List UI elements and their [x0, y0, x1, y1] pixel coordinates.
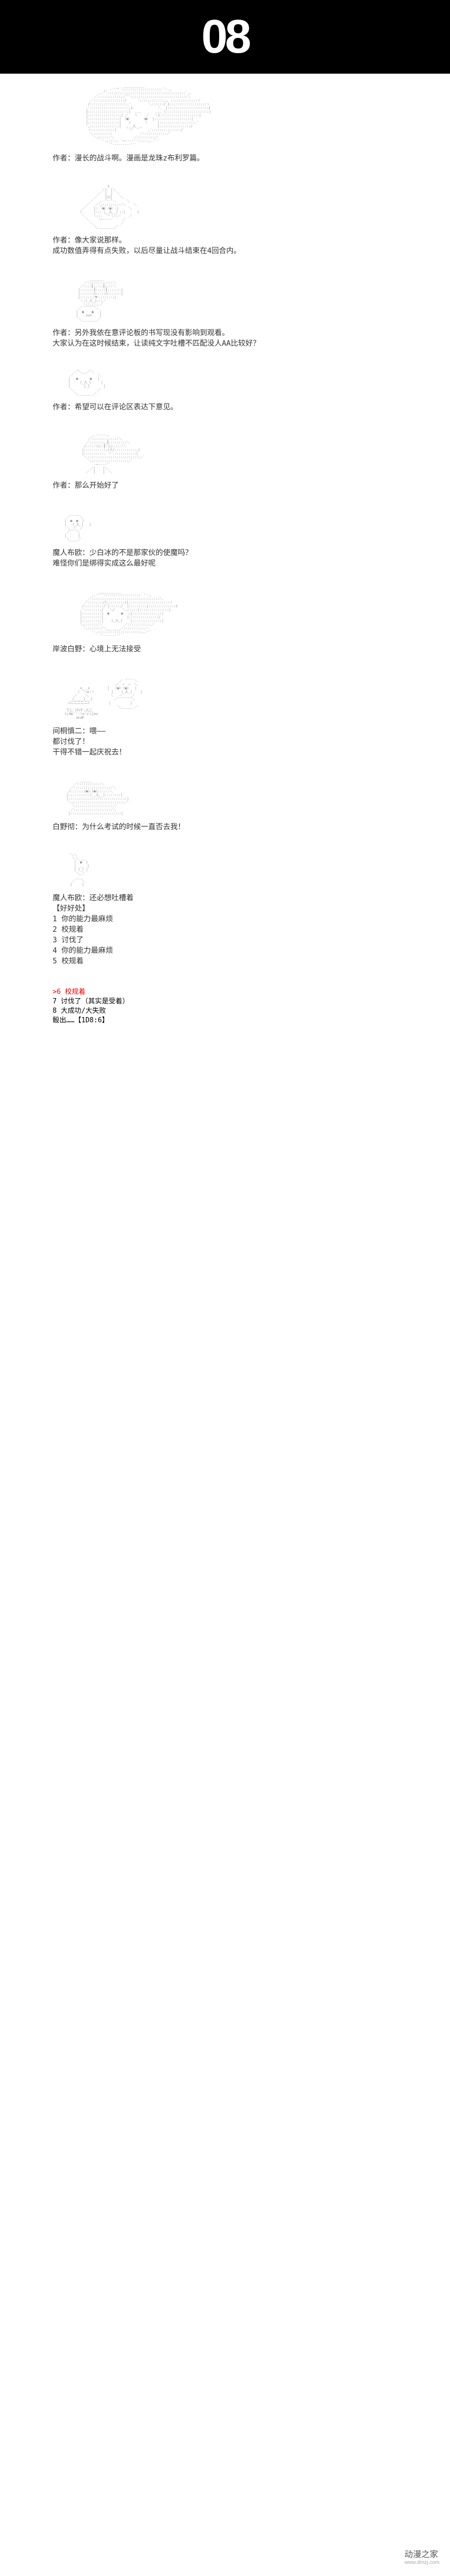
ascii-art-8: ______ ／::::::::::::＼ ／:::::::::::::::::… [53, 779, 418, 816]
header-band: 08 [0, 0, 450, 74]
ascii-art-5: _____ ／ ＼ ( ● ● ) | (_人_) | ＼ ⌒ ／ ／￣￣＼ |… [53, 512, 418, 541]
caption-7: 间桐慎二：喂—— 都讨伐了！ 干得不错一起庆祝去！ [53, 726, 418, 758]
choice-list: >6 校规着 7 讨伐了（其实是受着） 8 大成功/大失败 骰出……【1D8:6… [53, 988, 418, 1025]
site-watermark: 动漫之家 www.dmzj.com [404, 2547, 439, 2565]
panel-7: ____ ／ ＼ ／ ─ ─ ＼ ∧___∧ | (●) (●) | （ ´・ω… [53, 676, 418, 758]
ascii-art-6: ___________ ,.‐''´:::::::::::::::::::｀'‐… [53, 590, 418, 638]
panel-1: ∧ ／| |＼ ／ | | ＼ ／ |川| ＼ ／ ,.-'‐‐'-. ＼ ／ … [53, 185, 418, 256]
choice-selected: >6 校规着 [53, 988, 418, 997]
caption-0: 作者：漫长的战斗啊。漫画是龙珠z布利罗篇。 [53, 153, 418, 164]
ascii-art-7: ____ ／ ＼ ／ ─ ─ ＼ ∧___∧ | (●) (●) | （ ´・ω… [53, 676, 418, 720]
ascii-art-3: ／＼___／＼ ／ ＼ | ● ● | | (_人_) | | |_| | ＼ … [53, 370, 418, 396]
caption-1: 作者：像大家说那样。 成功数值弄得有点失败，以后尽量让战斗结束在4回合内。 [53, 235, 418, 256]
choice-rest: 7 讨伐了（其实是受着） 8 大成功/大失败 骰出……【1D8:6】 [53, 997, 418, 1025]
panel-2: _______ ／:::::::::::::＼ ／::::┃:::::┃::::… [53, 277, 418, 349]
caption-9: 魔人布欧：还必想吐槽着 【好好处】 1 你的能力最麻烦 2 校规着 3 讨伐了 … [53, 893, 418, 967]
panel-3: ／＼___／＼ ／ ＼ | ● ● | | (_人_) | | |_| | ＼ … [53, 370, 418, 412]
panel-8: ______ ／::::::::::::＼ ／:::::::::::::::::… [53, 779, 418, 832]
panel-9: ＼＼ ＼＼___ ( ● ) | ＿ | | (_) | ＼_／ ___ ／ ＼… [53, 853, 418, 967]
panel-0: ___________ ,. -‐''"´:::::::::::::::::::… [53, 84, 418, 164]
caption-3: 作者：希望可以在评论区表达下意见。 [53, 402, 418, 412]
panel-5: _____ ／ ＼ ( ● ● ) | (_人_) | ＼ ⌒ ／ ／￣￣＼ |… [53, 512, 418, 569]
ascii-art-1: ∧ ／| |＼ ／ | | ＼ ／ |川| ＼ ／ ,.-'‐‐'-. ＼ ／ … [53, 185, 418, 229]
caption-8: 白野彻：为什么考试的时候一直否去我！ [53, 822, 418, 832]
ascii-art-4: ,.-‐‐‐-.、 ／::::::::::::::＼ ／:::::::::┃::… [53, 434, 418, 474]
caption-2: 作者：另外我依在意评论板的书写现没有影响到观看。 大家认为在这时候结束，让读纯文… [53, 328, 418, 349]
caption-6: 岸波白野：心境上无法接受 [53, 644, 418, 655]
ascii-art-0: ___________ ,. -‐''"´:::::::::::::::::::… [53, 84, 418, 147]
caption-5: 魔人布欧：少白冰的不是那家伙的使魔吗？ 难怪你们是绑得实成这么最好呢 [53, 548, 418, 569]
caption-4: 作者：那么开始好了 [53, 480, 418, 491]
ascii-art-2: _______ ／:::::::::::::＼ ／::::┃:::::┃::::… [53, 277, 418, 321]
ascii-art-9: ＼＼ ＼＼___ ( ● ) | ＿ | | (_) | ＼_／ ___ ／ ＼… [53, 853, 418, 887]
watermark-sub: www.dmzj.com [404, 2560, 439, 2565]
panel-4: ,.-‐‐‐-.、 ／::::::::::::::＼ ／:::::::::┃::… [53, 434, 418, 491]
panel-6: ___________ ,.‐''´:::::::::::::::::::｀'‐… [53, 590, 418, 655]
chapter-number: 08 [201, 10, 249, 64]
watermark-main: 动漫之家 [404, 2547, 439, 2560]
content-area: ___________ ,. -‐''"´:::::::::::::::::::… [0, 74, 450, 1057]
